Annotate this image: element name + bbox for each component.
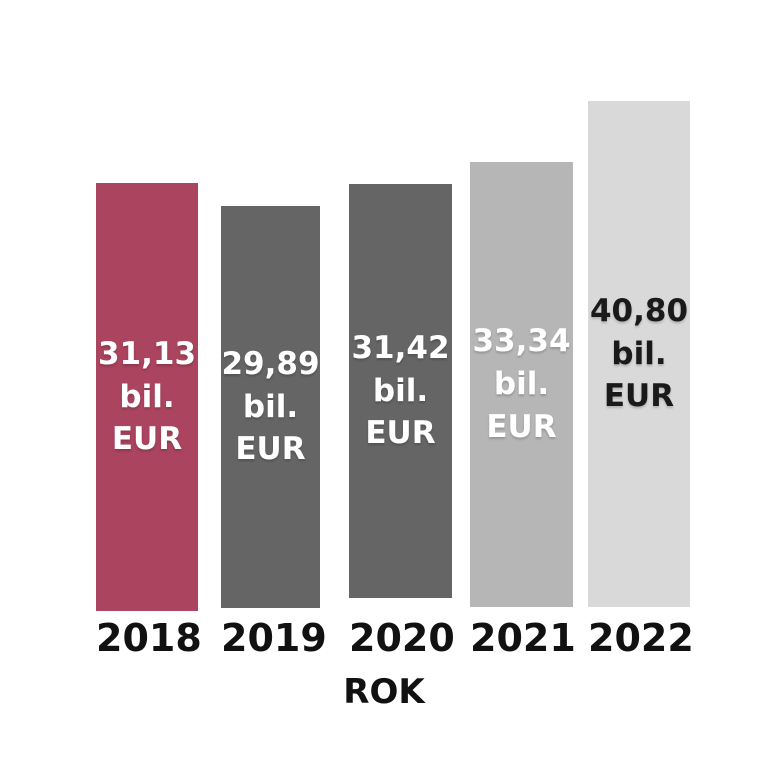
x-tick-2022: 2022 [588, 616, 694, 660]
x-tick-2021: 2021 [470, 616, 576, 660]
x-tick-2019: 2019 [221, 616, 327, 660]
bar-value-label-2022: 40,80 bil. EUR [589, 292, 689, 415]
bar-value-label-2021: 33,34 bil. EUR [472, 323, 571, 445]
bar-2020: 31,42 bil. EUR [349, 184, 452, 598]
x-tick-2018: 2018 [96, 616, 202, 660]
bar-2018: 31,13 bil. EUR [96, 183, 198, 611]
bar-2021: 33,34 bil. EUR [470, 162, 573, 607]
x-axis-title: ROK [343, 672, 425, 712]
bar-2019: 29,89 bil. EUR [221, 206, 320, 608]
x-tick-2020: 2020 [349, 616, 455, 660]
bar-2022: 40,80 bil. EUR [588, 101, 690, 607]
bar-value-label-2019: 29,89 bil. EUR [221, 345, 320, 468]
bar-value-label-2018: 31,13 bil. EUR [97, 335, 197, 458]
bar-value-label-2020: 31,42 bil. EUR [351, 329, 450, 452]
